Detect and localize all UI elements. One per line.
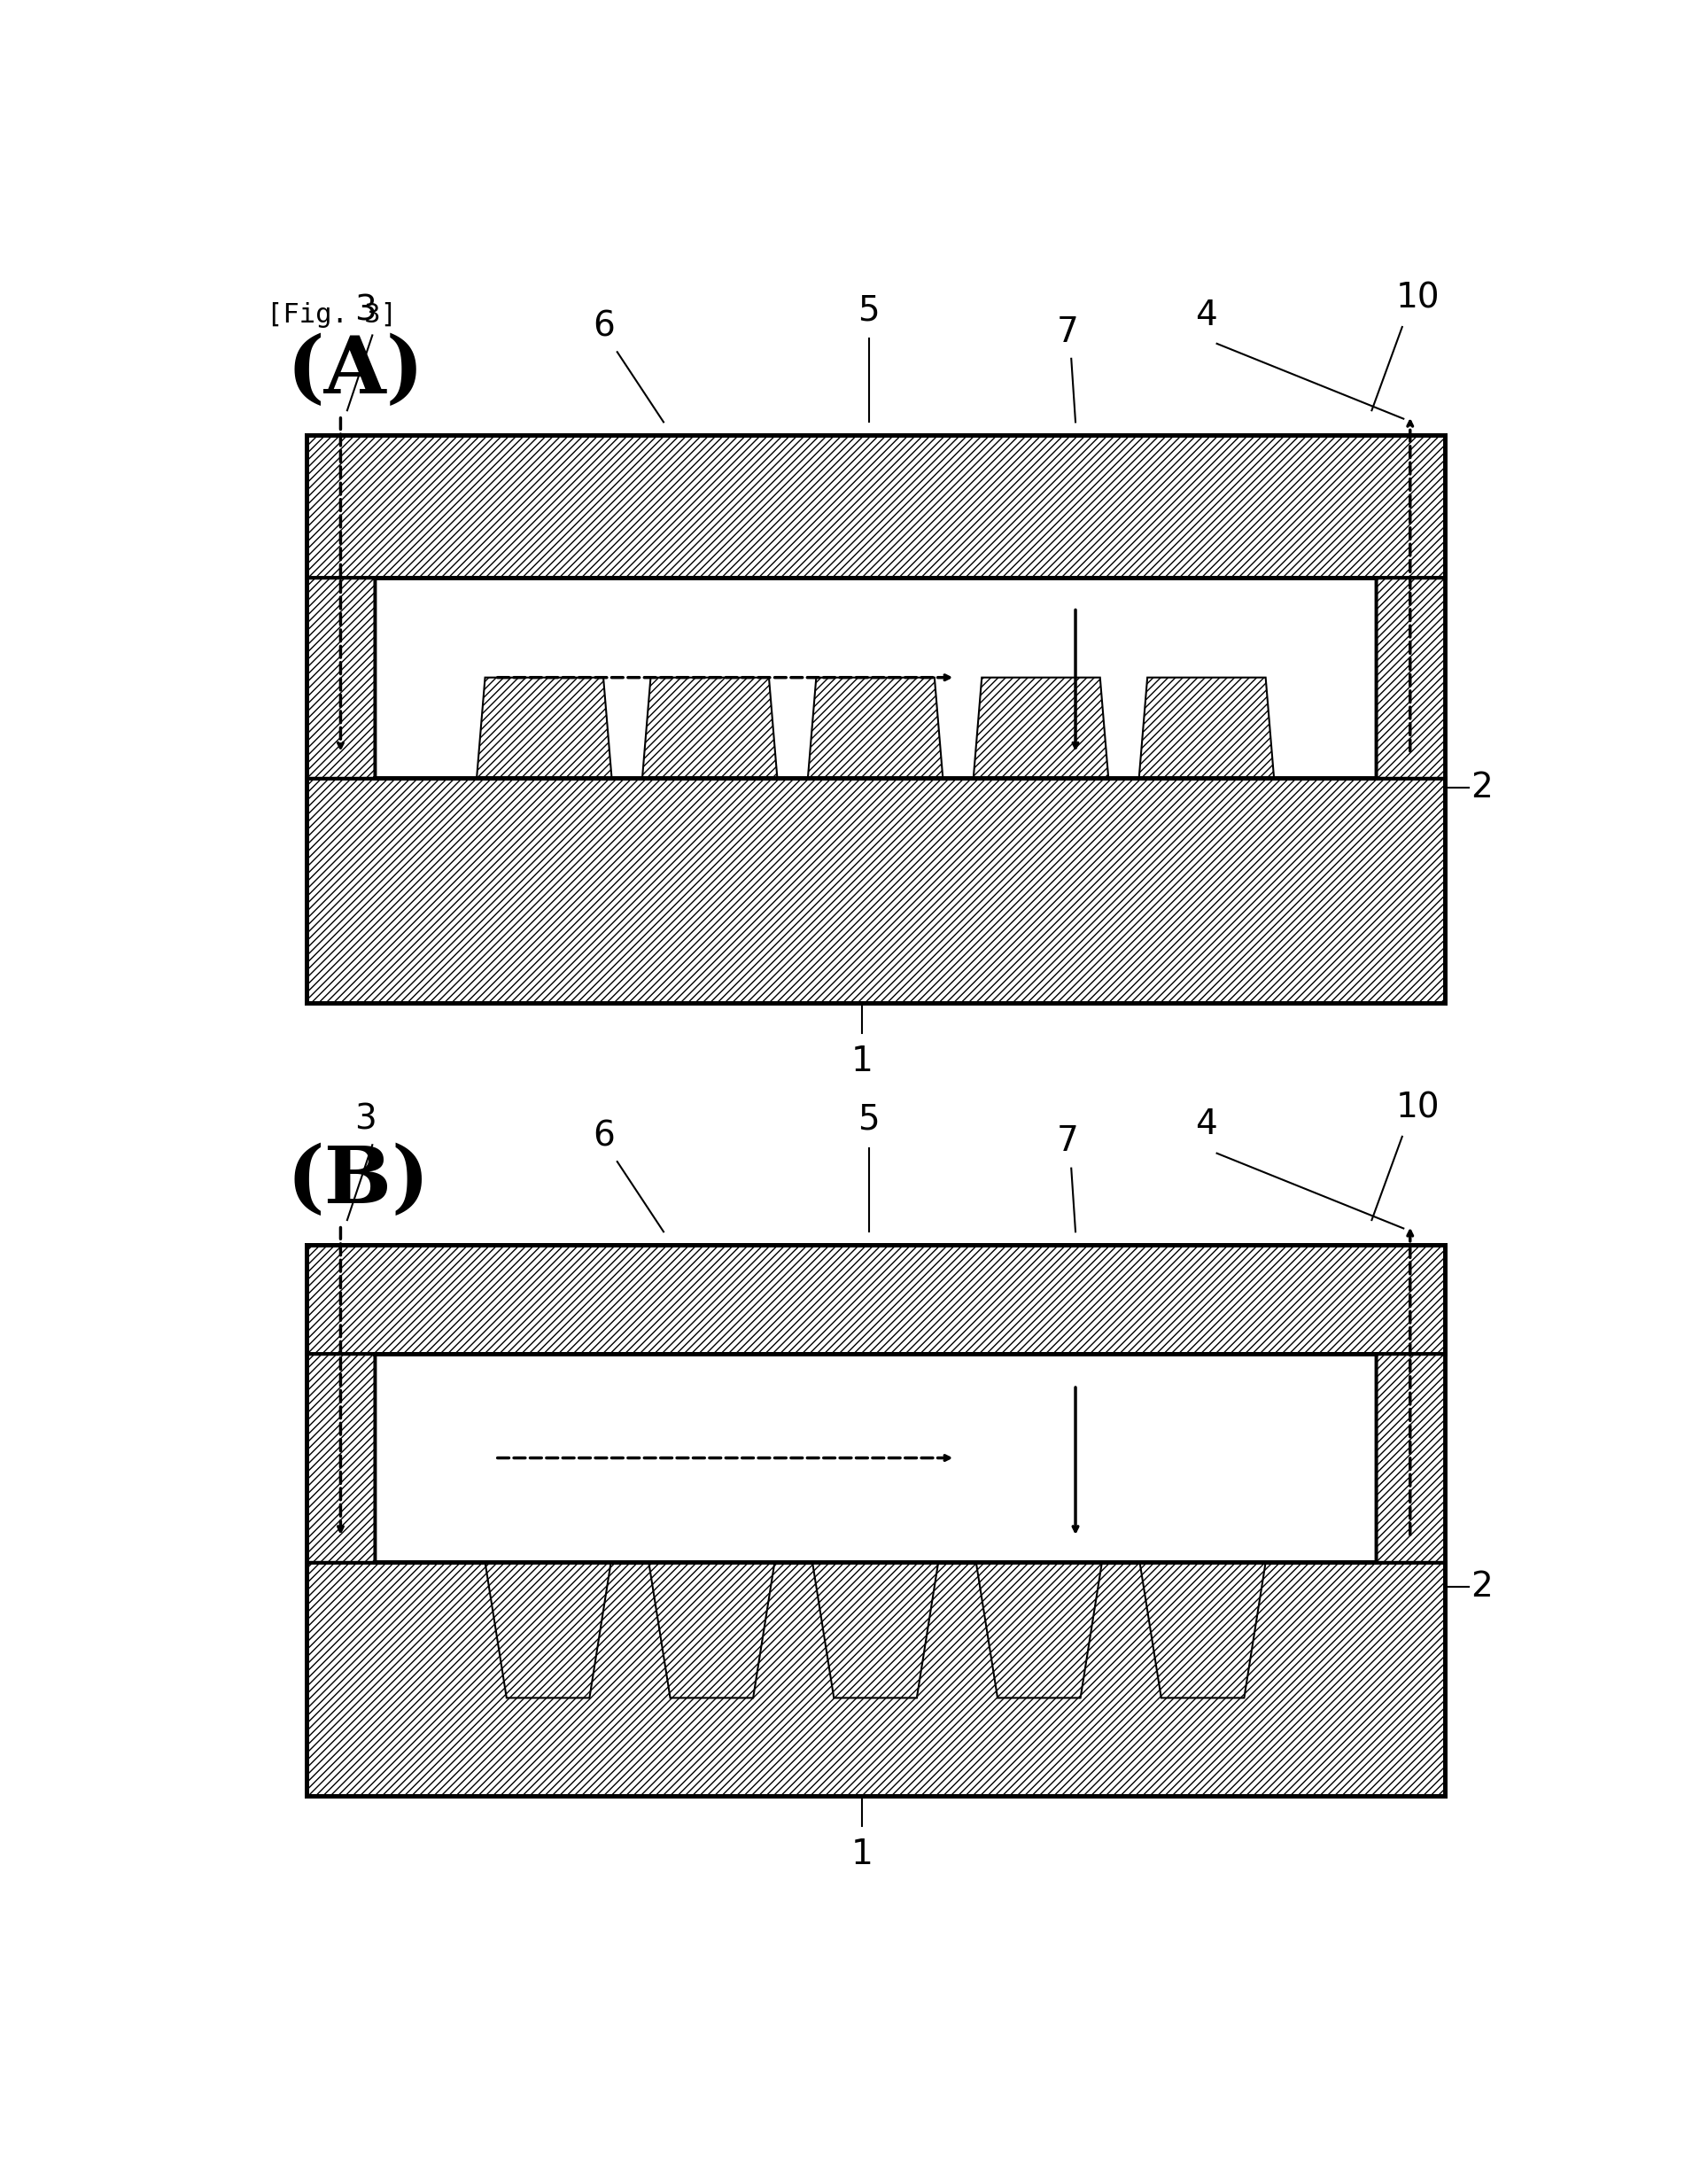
Bar bbox=[306, 778, 1445, 1004]
Bar bbox=[306, 577, 376, 778]
Bar bbox=[306, 436, 1445, 1004]
Text: 2: 2 bbox=[1471, 1570, 1493, 1604]
Bar bbox=[1375, 577, 1445, 778]
Bar bbox=[306, 436, 1445, 577]
Polygon shape bbox=[642, 676, 777, 778]
Bar bbox=[306, 1353, 376, 1563]
Text: 1: 1 bbox=[851, 1045, 873, 1077]
Text: 6: 6 bbox=[593, 310, 615, 343]
Text: 4: 4 bbox=[1196, 299, 1218, 332]
Bar bbox=[1375, 1353, 1445, 1563]
Text: 6: 6 bbox=[593, 1119, 615, 1153]
Polygon shape bbox=[649, 1563, 775, 1698]
Text: [Fig. 3]: [Fig. 3] bbox=[266, 301, 396, 327]
Polygon shape bbox=[1139, 1563, 1266, 1698]
Polygon shape bbox=[1139, 676, 1274, 778]
Polygon shape bbox=[477, 676, 611, 778]
Bar bbox=[306, 1563, 1445, 1795]
Text: 7: 7 bbox=[1056, 314, 1078, 349]
Bar bbox=[376, 577, 1375, 778]
Text: (A): (A) bbox=[287, 334, 424, 410]
Text: 3: 3 bbox=[355, 293, 377, 327]
Text: 10: 10 bbox=[1395, 1091, 1440, 1125]
Bar bbox=[306, 1244, 1445, 1795]
Text: 5: 5 bbox=[857, 293, 880, 327]
Polygon shape bbox=[808, 676, 943, 778]
Text: 5: 5 bbox=[857, 1104, 880, 1136]
Text: 10: 10 bbox=[1395, 282, 1440, 314]
Text: 1: 1 bbox=[851, 1838, 873, 1871]
Polygon shape bbox=[974, 676, 1108, 778]
Text: 3: 3 bbox=[355, 1104, 377, 1136]
Polygon shape bbox=[485, 1563, 611, 1698]
Polygon shape bbox=[813, 1563, 938, 1698]
Bar bbox=[306, 1244, 1445, 1353]
Text: 2: 2 bbox=[1471, 770, 1493, 804]
Polygon shape bbox=[975, 1563, 1102, 1698]
Bar bbox=[376, 1353, 1375, 1563]
Text: 7: 7 bbox=[1056, 1125, 1078, 1158]
Text: 4: 4 bbox=[1196, 1108, 1218, 1143]
Text: (B): (B) bbox=[287, 1143, 429, 1221]
